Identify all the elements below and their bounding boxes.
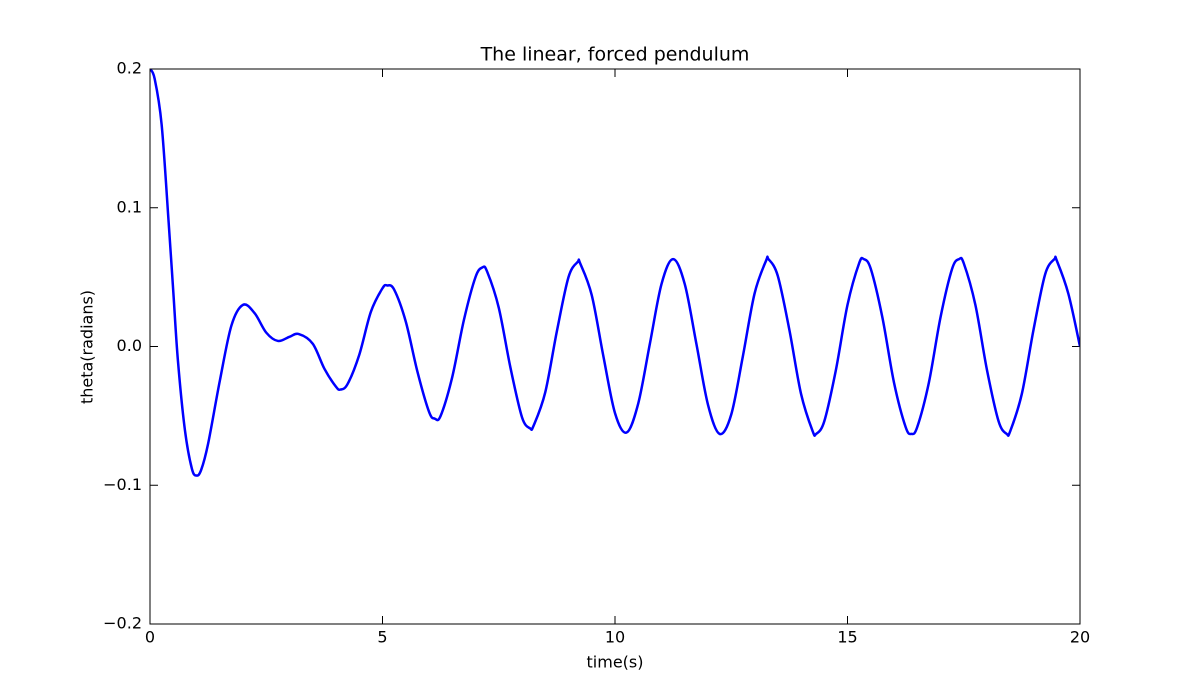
x-tick-label: 0 [145, 628, 155, 647]
plot-frame [149, 68, 1081, 625]
series-line [150, 68, 1080, 477]
x-tick-label: 10 [605, 628, 625, 647]
y-tick-label: 0.0 [117, 336, 142, 355]
x-tick-label: 5 [377, 628, 387, 647]
y-tick-label: −0.1 [103, 475, 142, 494]
y-axis-label: theta(radians) [78, 290, 97, 404]
x-tick-label: 20 [1070, 628, 1090, 647]
y-tick-label: 0.2 [117, 59, 142, 78]
y-tick-label: 0.1 [117, 197, 142, 216]
x-tick-label: 15 [837, 628, 857, 647]
chart-title: The linear, forced pendulum [480, 44, 750, 66]
y-tick-label: −0.2 [103, 614, 142, 633]
x-axis-label: time(s) [587, 653, 644, 672]
